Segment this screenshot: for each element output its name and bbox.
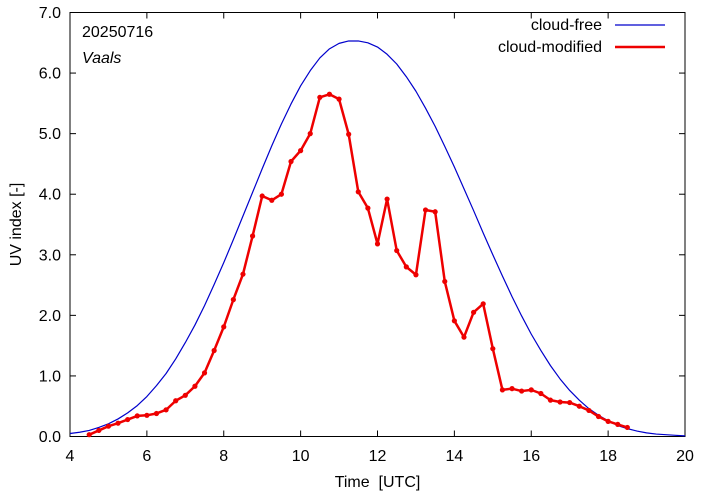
x-tick-label: 16: [522, 448, 540, 465]
data-point-cloud-modified: [307, 131, 313, 137]
y-tick-labels: 0.0 1.0 2.0 3.0 4.0 5.0 6.0 7.0: [39, 5, 61, 446]
data-point-cloud-modified: [432, 209, 438, 215]
data-point-cloud-modified: [422, 207, 429, 213]
x-tick-label: 20: [676, 448, 694, 465]
data-point-cloud-modified: [221, 324, 227, 330]
data-point-cloud-modified: [96, 427, 102, 434]
data-point-cloud-modified: [192, 383, 198, 389]
plot-frame: [69, 12, 686, 437]
data-point-cloud-modified: [153, 410, 160, 417]
x-axis-title: Time [UTC]: [335, 474, 421, 491]
legend-label-cloud-modified: cloud-modified: [498, 39, 602, 56]
data-point-cloud-modified: [567, 399, 573, 406]
data-point-cloud-modified: [547, 397, 554, 403]
data-point-cloud-modified: [105, 423, 112, 429]
x-tick-label: 4: [66, 448, 75, 465]
x-tick-label: 14: [445, 448, 463, 465]
data-point-cloud-modified: [298, 148, 304, 154]
data-point-cloud-modified: [278, 191, 285, 197]
x-tick-labels: 4 6 8 10 12 14 16 18 20: [66, 448, 694, 465]
axis-ticks: [69, 12, 686, 437]
data-point-cloud-modified: [355, 189, 361, 195]
x-tick-label: 8: [219, 448, 228, 465]
data-point-cloud-modified: [394, 247, 400, 254]
data-point-cloud-modified: [249, 233, 256, 239]
legend-label-cloud-free: cloud-free: [531, 17, 602, 34]
data-point-cloud-modified: [480, 301, 486, 307]
data-point-cloud-modified: [86, 432, 92, 438]
data-point-cloud-modified: [605, 418, 611, 424]
y-tick-label: 3.0: [39, 247, 61, 264]
data-point-cloud-modified: [240, 271, 246, 277]
data-point-cloud-modified: [259, 193, 265, 199]
data-point-cloud-modified: [211, 347, 217, 354]
x-tick-label: 12: [369, 448, 387, 465]
data-point-cloud-modified: [384, 196, 390, 202]
legend: cloud-free cloud-modified: [498, 17, 665, 56]
data-point-cloud-modified: [269, 197, 275, 203]
data-point-cloud-modified: [115, 420, 121, 426]
data-point-cloud-modified: [336, 96, 342, 102]
data-point-cloud-modified: [125, 416, 131, 423]
data-point-cloud-modified: [163, 407, 169, 413]
y-tick-label: 5.0: [39, 126, 61, 143]
data-point-cloud-modified: [451, 318, 457, 324]
data-point-cloud-modified: [442, 278, 448, 285]
series-line-cloud-modified: [88, 93, 628, 436]
data-point-cloud-modified: [461, 334, 467, 340]
data-point-cloud-modified: [365, 205, 371, 211]
y-tick-label: 6.0: [39, 66, 61, 83]
data-point-cloud-modified: [490, 346, 496, 352]
data-point-cloud-modified: [134, 413, 140, 419]
y-axis-title: UV index [-]: [8, 183, 25, 267]
series-layer: [69, 40, 686, 438]
data-point-cloud-modified: [509, 386, 515, 392]
y-tick-label: 1.0: [39, 368, 61, 385]
data-point-cloud-modified: [595, 413, 602, 420]
data-point-cloud-modified: [499, 387, 506, 393]
data-point-cloud-modified: [586, 407, 592, 414]
data-point-cloud-modified: [470, 309, 477, 315]
data-point-cloud-modified: [346, 131, 352, 137]
data-point-cloud-modified: [374, 241, 381, 247]
data-point-cloud-modified: [317, 94, 323, 100]
data-point-cloud-modified: [403, 264, 409, 270]
x-tick-label: 10: [292, 448, 310, 465]
data-point-cloud-modified: [557, 399, 563, 405]
data-point-cloud-modified: [288, 158, 294, 165]
data-point-cloud-modified: [413, 272, 419, 278]
y-tick-label: 2.0: [39, 308, 61, 325]
location-annotation: Vaals: [82, 50, 121, 67]
data-point-cloud-modified: [538, 390, 544, 397]
data-point-cloud-modified: [528, 387, 534, 393]
date-annotation: 20250716: [82, 24, 153, 41]
data-point-cloud-modified: [230, 297, 236, 303]
data-point-cloud-modified: [201, 370, 208, 376]
data-point-cloud-modified: [326, 91, 333, 97]
y-tick-label: 4.0: [39, 187, 61, 204]
x-tick-label: 18: [599, 448, 617, 465]
y-tick-label: 7.0: [39, 5, 61, 22]
data-point-cloud-modified: [173, 398, 179, 404]
data-point-cloud-modified: [182, 392, 188, 398]
series-line-cloud-free: [69, 40, 686, 437]
data-point-cloud-modified: [576, 403, 582, 409]
data-point-cloud-modified: [144, 412, 150, 418]
data-point-cloud-modified: [615, 421, 621, 427]
y-tick-label: 0.0: [39, 429, 61, 446]
data-point-cloud-modified: [519, 388, 525, 394]
x-tick-label: 6: [142, 448, 151, 465]
data-point-cloud-modified: [624, 424, 630, 431]
